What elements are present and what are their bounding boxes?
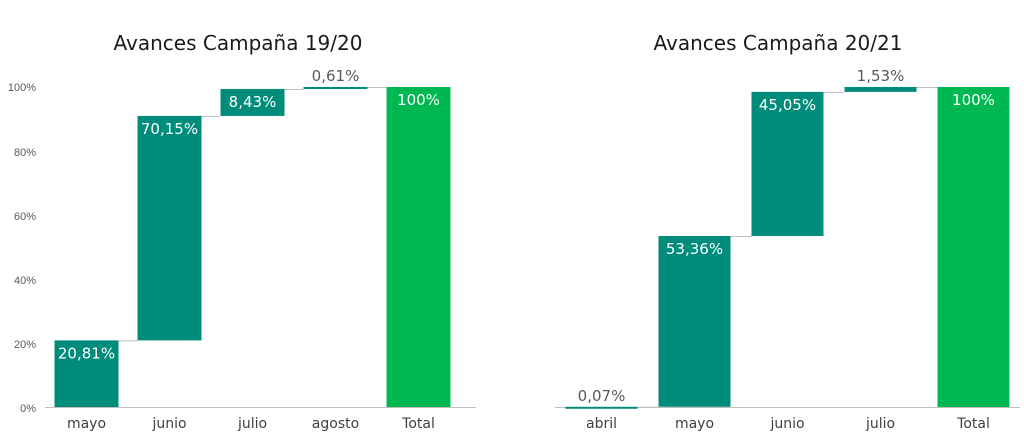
data-label: 53,36% (666, 240, 723, 258)
y-tick-label: 60% (14, 211, 36, 223)
bar-agosto (303, 87, 368, 89)
x-tick-label: julio (865, 416, 895, 432)
data-label: 100% (397, 91, 440, 109)
data-label: 0,07% (578, 387, 626, 405)
y-tick-label: 0% (20, 403, 36, 415)
data-label: 1,53% (857, 67, 905, 85)
chart-2-plot: 0,07% abril 53,36% mayo 45,05% junio 1,53% juli… (555, 67, 1020, 432)
x-tick-label: julio (237, 416, 267, 432)
chart-1-plot: 20,81% mayo 70,15% junio 8,43% julio 0,61% agos… (45, 67, 476, 432)
chart-title-2: Avances Campaña 20/21 (654, 31, 903, 55)
y-tick-label: 20% (14, 339, 36, 351)
bar-julio (844, 86, 917, 92)
y-tick-label: 100% (8, 82, 36, 94)
data-label: 45,05% (759, 96, 816, 114)
bar-julio (220, 88, 285, 116)
bar-junio (137, 115, 202, 341)
bar-mayo (54, 340, 119, 407)
data-label: 70,15% (141, 120, 198, 138)
x-tick-label: junio (151, 416, 186, 432)
y-tick-label: 40% (14, 275, 36, 287)
data-label: 0,61% (312, 67, 360, 85)
bar-mayo (658, 236, 731, 407)
x-tick-label: junio (769, 416, 804, 432)
x-tick-label: mayo (67, 416, 106, 432)
bar-total (386, 87, 451, 407)
data-label: 20,81% (58, 344, 115, 362)
data-label: 100% (952, 91, 995, 109)
x-tick-label: abril (586, 416, 617, 432)
bar-abril (565, 406, 638, 409)
data-label: 8,43% (229, 93, 277, 111)
x-tick-label: agosto (312, 416, 359, 432)
x-tick-label: Total (956, 416, 990, 432)
y-axis: 0% 20% 40% 60% 80% 100% (8, 82, 36, 415)
bar-total (937, 87, 1010, 407)
bar-junio (751, 91, 824, 237)
x-tick-label: mayo (675, 416, 714, 432)
y-tick-label: 80% (14, 147, 36, 159)
x-tick-label: Total (401, 416, 435, 432)
chart-title-1: Avances Campaña 19/20 (114, 31, 363, 55)
